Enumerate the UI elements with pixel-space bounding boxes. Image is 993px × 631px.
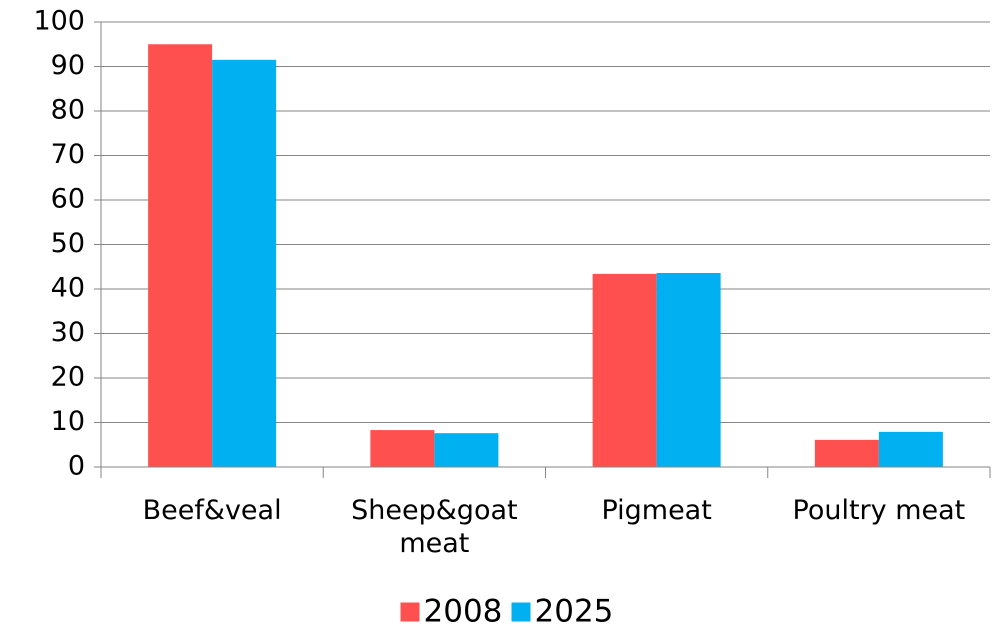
legend-swatch: [511, 602, 531, 622]
x-tick-label: Beef&veal: [142, 495, 282, 526]
legend-label: 2008: [424, 594, 503, 630]
y-tick-label: 40: [51, 273, 85, 304]
legend-label: 2025: [535, 594, 614, 630]
bar: [656, 272, 721, 467]
x-tick-label: Pigmeat: [601, 495, 712, 526]
y-tick-label: 90: [51, 50, 85, 81]
y-tick-label: 10: [51, 406, 85, 437]
bar: [434, 433, 499, 467]
y-tick-label: 0: [68, 451, 85, 482]
x-tick-label: Poultry meat: [792, 495, 966, 526]
y-tick-label: 30: [51, 317, 85, 348]
y-tick-label: 60: [51, 184, 85, 215]
y-tick-label: 20: [51, 362, 85, 393]
bar: [212, 59, 277, 467]
bar: [592, 273, 657, 467]
bar: [814, 439, 879, 467]
bar: [370, 430, 435, 467]
y-tick-label: 100: [33, 6, 85, 37]
bar: [148, 44, 213, 467]
y-tick-label: 80: [51, 95, 85, 126]
bar: [878, 431, 943, 467]
y-tick-label: 70: [51, 139, 85, 170]
y-tick-label: 50: [51, 228, 85, 259]
x-tick-label: Sheep&goat meat: [351, 495, 518, 559]
legend-swatch: [400, 602, 420, 622]
